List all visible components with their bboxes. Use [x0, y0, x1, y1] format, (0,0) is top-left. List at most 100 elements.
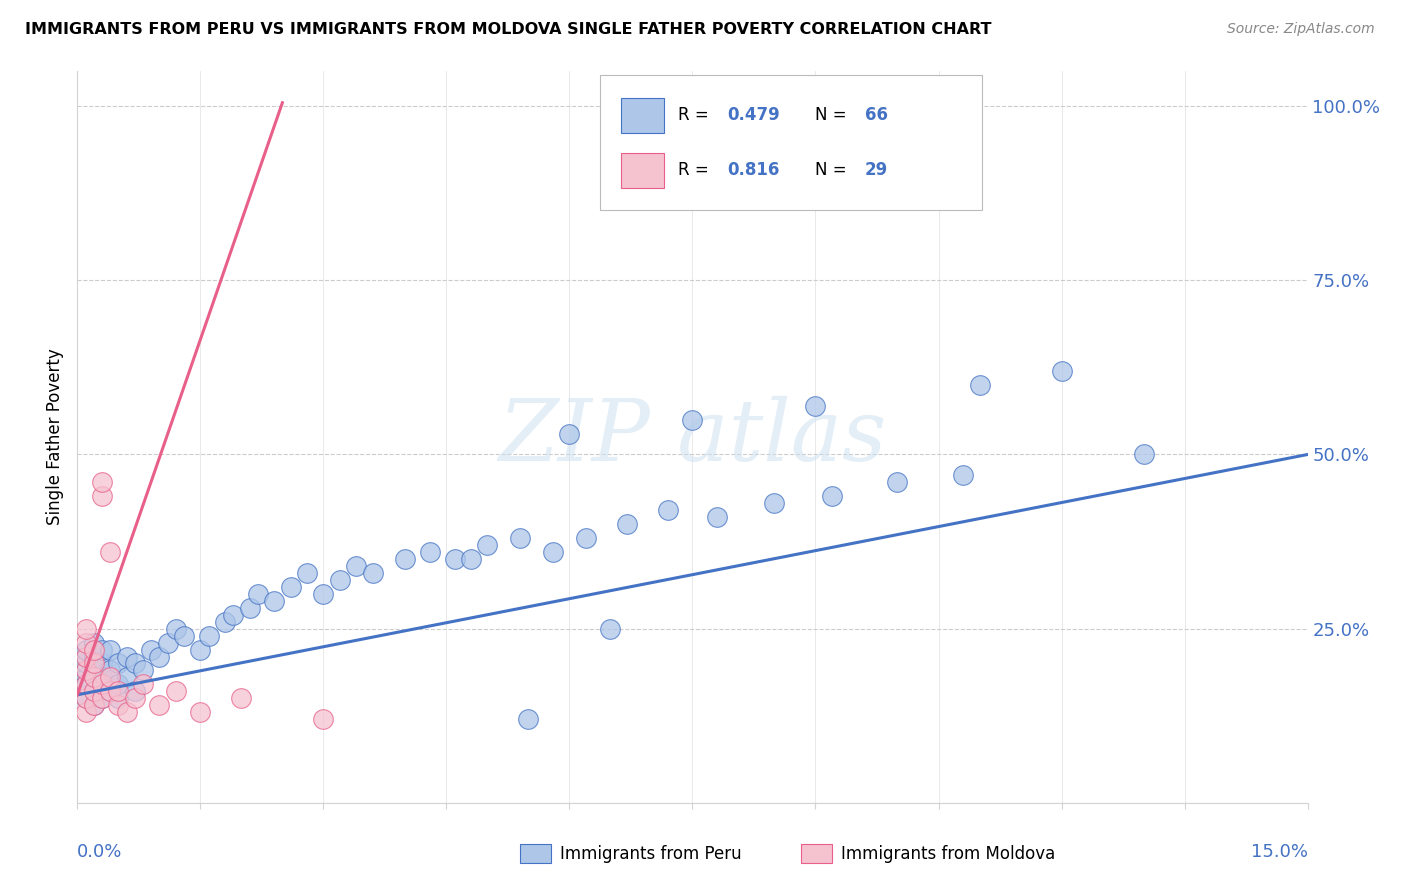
- Text: 29: 29: [865, 161, 889, 179]
- Point: [98, 684, 121, 698]
- Bar: [621, 98, 664, 133]
- Point: [132, 664, 155, 678]
- Point: [969, 377, 991, 392]
- Point: [75, 642, 97, 657]
- Point: [141, 642, 163, 657]
- Point: [124, 691, 146, 706]
- Text: N =: N =: [815, 161, 852, 179]
- Point: [75, 677, 97, 691]
- Point: [83, 649, 105, 664]
- Point: [75, 691, 97, 706]
- Point: [246, 587, 269, 601]
- Point: [90, 677, 114, 691]
- Bar: [621, 153, 664, 187]
- Text: Source: ZipAtlas.com: Source: ZipAtlas.com: [1227, 22, 1375, 37]
- Point: [90, 691, 114, 706]
- Point: [509, 531, 531, 545]
- Point: [657, 503, 679, 517]
- Point: [344, 558, 367, 573]
- Text: R =: R =: [678, 106, 714, 124]
- Point: [75, 705, 97, 719]
- Point: [952, 468, 974, 483]
- Point: [83, 670, 105, 684]
- Point: [90, 475, 114, 490]
- Point: [83, 698, 105, 713]
- Point: [98, 545, 121, 559]
- Point: [98, 670, 121, 684]
- Point: [124, 684, 146, 698]
- Point: [616, 517, 638, 532]
- Point: [821, 489, 844, 503]
- Point: [394, 552, 416, 566]
- Text: N =: N =: [815, 106, 852, 124]
- Point: [148, 698, 170, 713]
- Point: [156, 635, 179, 649]
- Point: [706, 510, 728, 524]
- Point: [165, 622, 187, 636]
- Point: [83, 684, 105, 698]
- Point: [75, 677, 97, 691]
- Point: [280, 580, 302, 594]
- Point: [83, 642, 105, 657]
- Point: [148, 649, 170, 664]
- Text: R =: R =: [678, 161, 714, 179]
- Text: 0.816: 0.816: [727, 161, 779, 179]
- Point: [98, 642, 121, 657]
- Point: [75, 691, 97, 706]
- Point: [98, 684, 121, 698]
- Point: [124, 657, 146, 671]
- Point: [115, 670, 138, 684]
- FancyBboxPatch shape: [600, 75, 981, 211]
- Point: [222, 607, 245, 622]
- Point: [886, 475, 908, 490]
- Point: [115, 705, 138, 719]
- Point: [90, 489, 114, 503]
- Point: [239, 600, 262, 615]
- Point: [83, 635, 105, 649]
- Point: [107, 698, 129, 713]
- Point: [90, 691, 114, 706]
- Point: [90, 642, 114, 657]
- Point: [75, 622, 97, 636]
- Point: [188, 642, 212, 657]
- Point: [361, 566, 384, 580]
- Point: [75, 670, 97, 684]
- Text: Immigrants from Peru: Immigrants from Peru: [560, 845, 741, 863]
- Text: IMMIGRANTS FROM PERU VS IMMIGRANTS FROM MOLDOVA SINGLE FATHER POVERTY CORRELATIO: IMMIGRANTS FROM PERU VS IMMIGRANTS FROM …: [25, 22, 991, 37]
- Point: [107, 684, 129, 698]
- Point: [115, 649, 138, 664]
- Text: 0.479: 0.479: [727, 106, 780, 124]
- Point: [75, 657, 97, 671]
- Point: [90, 657, 114, 671]
- Point: [682, 412, 704, 426]
- Point: [83, 684, 105, 698]
- Point: [231, 691, 253, 706]
- Point: [558, 426, 581, 441]
- Point: [312, 712, 335, 726]
- Point: [132, 677, 155, 691]
- Point: [173, 629, 195, 643]
- Point: [541, 545, 564, 559]
- Point: [107, 657, 129, 671]
- Point: [477, 538, 499, 552]
- Text: 66: 66: [865, 106, 887, 124]
- Point: [575, 531, 598, 545]
- Point: [83, 698, 105, 713]
- Point: [419, 545, 441, 559]
- Point: [517, 712, 540, 726]
- Point: [107, 691, 129, 706]
- Point: [197, 629, 219, 643]
- Point: [83, 657, 105, 671]
- Point: [165, 684, 187, 698]
- Point: [188, 705, 212, 719]
- Y-axis label: Single Father Poverty: Single Father Poverty: [46, 349, 65, 525]
- Text: ZIP atlas: ZIP atlas: [498, 396, 887, 478]
- Point: [460, 552, 482, 566]
- Point: [98, 664, 121, 678]
- Point: [263, 594, 285, 608]
- Point: [75, 635, 97, 649]
- Point: [1050, 364, 1073, 378]
- Point: [599, 622, 621, 636]
- Point: [107, 677, 129, 691]
- Point: [804, 399, 827, 413]
